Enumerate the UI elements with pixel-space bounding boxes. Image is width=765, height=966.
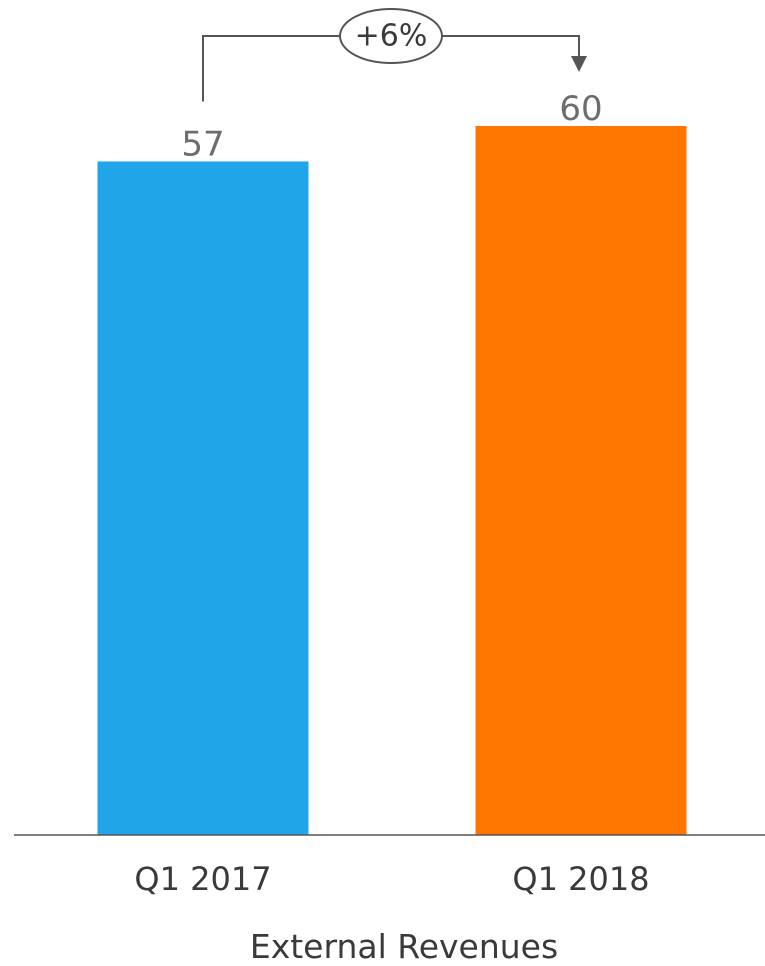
bar-q1-2017 [97, 161, 309, 835]
change-annotation: +6% [202, 8, 587, 102]
value-labels-group: 57 60 [181, 89, 602, 164]
x-axis-title: External Revenues [250, 927, 558, 966]
category-label: Q1 2018 [512, 860, 649, 898]
change-badge [339, 8, 443, 64]
change-percent-label: +6% [355, 19, 428, 54]
category-labels-group: Q1 2017 Q1 2018 [134, 860, 649, 898]
value-label: 60 [559, 89, 602, 129]
change-arrow-head-icon [571, 56, 587, 72]
category-label: Q1 2017 [134, 860, 271, 898]
value-label: 57 [181, 124, 224, 164]
bar-q1-2018 [475, 126, 687, 835]
bars-group [97, 126, 687, 835]
